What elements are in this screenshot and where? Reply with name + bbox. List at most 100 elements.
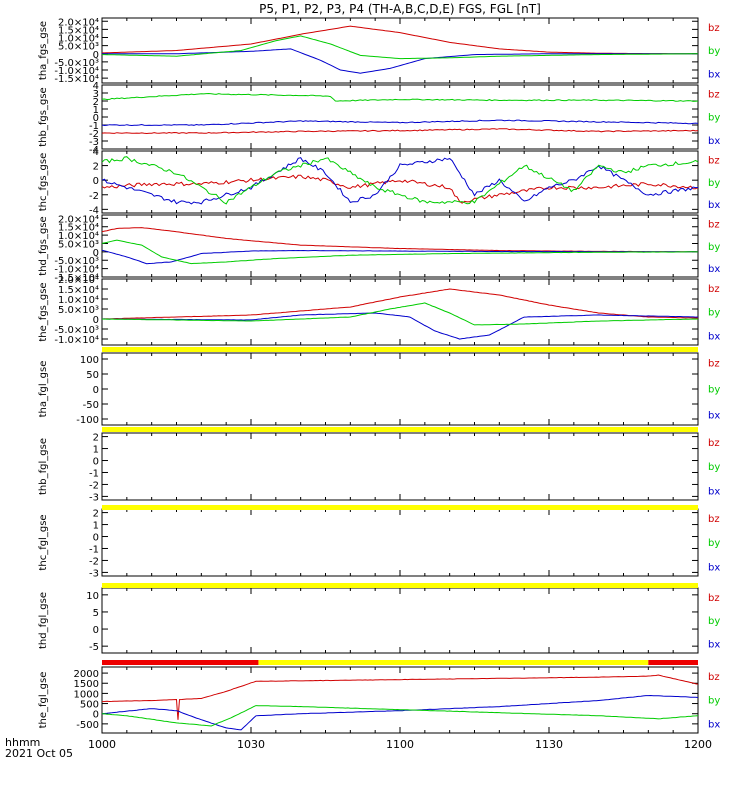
time-axis: 1000 1030 1100 1130 1200 (88, 738, 712, 751)
y-tick-label: 1 (93, 445, 99, 456)
y-tick-label: 2.0×10⁴ (58, 17, 99, 28)
y-tick-label: 4 (93, 81, 99, 92)
y-tick-label: 0 (93, 710, 99, 721)
y-tick-label: -5.0×10³ (54, 325, 99, 336)
y-tick-label: 0 (93, 50, 99, 61)
y-tick-label: -500 (76, 720, 99, 731)
series-bx-line (101, 119, 699, 127)
series-bz-line (101, 674, 699, 720)
legend-bx: bx (708, 200, 720, 211)
y-tick-label: 0 (93, 248, 99, 259)
time-tick-label: 1030 (237, 738, 265, 751)
y-tick-label: -5 (89, 642, 99, 653)
status-segment-yellow (258, 660, 649, 665)
series-by-line (101, 92, 699, 102)
y-axis-label: thd_fgl_gse (38, 592, 49, 649)
status-segment-red (102, 660, 259, 665)
y-tick-label: 2000 (74, 669, 99, 680)
y-axis-label: thc_fgs_gse (38, 153, 49, 212)
y-tick-label: 4 (93, 147, 99, 158)
y-tick-label: -1 (89, 121, 99, 132)
y-tick-label: 1.0×10⁴ (58, 295, 99, 306)
y-tick-label: -100 (76, 415, 99, 426)
y-tick-label: -2 (89, 480, 99, 491)
y-tick-label: 1.5×10⁴ (58, 285, 99, 296)
y-tick-label: 1000 (74, 689, 99, 700)
legend-bz: bz (708, 359, 720, 370)
y-tick-label: 1 (93, 521, 99, 532)
y-tick-label: 2.0×10⁴ (58, 275, 99, 286)
status-segment-yellow (102, 347, 698, 352)
y-tick-label: -1 (89, 544, 99, 555)
y-tick-label: -2 (89, 129, 99, 140)
legend-by: by (708, 385, 720, 396)
series-by-line (101, 239, 698, 265)
status-bar-4 (102, 583, 698, 588)
legend-by: by (708, 462, 720, 473)
y-tick-label: 0 (93, 113, 99, 124)
panels-group: 2.0×10⁴1.5×10⁴1.0×10⁴5.0×10³0-5.0×10³-1.… (38, 17, 720, 734)
legend-bx: bx (708, 640, 720, 651)
y-tick-label: 0 (93, 176, 99, 187)
status-segment-yellow (102, 583, 698, 588)
y-tick-label: -50 (83, 400, 99, 411)
y-tick-label: -1.0×10⁴ (54, 335, 99, 346)
panel-4: 2.0×10⁴1.5×10⁴1.0×10⁴5.0×10³0-5.0×10³-1.… (38, 214, 720, 284)
y-tick-label: -2 (89, 191, 99, 202)
y-tick-label: 0 (93, 533, 99, 544)
y-tick-label: -1.0×10⁴ (54, 66, 99, 77)
legend-bz: bz (708, 219, 720, 230)
legend-by: by (708, 46, 720, 57)
y-axis-label: thb_fgl_gse (38, 438, 49, 495)
legend-bz: bz (708, 593, 720, 604)
y-tick-label: 1 (93, 105, 99, 116)
y-tick-label: 100 (80, 355, 99, 366)
y-tick-label: -1.5×10⁴ (54, 74, 99, 85)
series-bx-line (102, 48, 698, 74)
legend-bx: bx (708, 562, 720, 573)
y-tick-label: 5.0×10³ (58, 305, 99, 316)
y-tick-label: 1.0×10⁴ (58, 231, 99, 242)
y-tick-label: 5.0×10³ (58, 239, 99, 250)
legend-bz: bz (708, 23, 720, 34)
series-by-line (102, 35, 698, 60)
series-bx-line (101, 694, 699, 731)
y-tick-label: 2 (93, 97, 99, 108)
legend-bx: bx (708, 136, 720, 147)
y-tick-label: -3 (89, 568, 99, 579)
date-label: 2021 Oct 05 (5, 747, 73, 760)
y-tick-label: 2 (93, 162, 99, 173)
y-tick-label: -1.5×10⁴ (54, 273, 99, 284)
legend-bz: bz (708, 90, 720, 101)
legend-by: by (708, 242, 720, 253)
y-tick-label: 5 (93, 608, 99, 619)
y-axis-label: thb_fgs_gse (38, 87, 49, 146)
y-tick-label: 1.5×10⁴ (58, 223, 99, 234)
series-by-line (101, 302, 699, 326)
legend-bx: bx (708, 719, 720, 730)
y-tick-label: 1500 (74, 679, 99, 690)
y-tick-label: 2 (93, 433, 99, 444)
y-axis-label: the_fgl_gse (38, 672, 49, 729)
y-tick-label: -2 (89, 556, 99, 567)
legend-bz: bz (708, 155, 720, 166)
y-tick-label: 0 (93, 457, 99, 468)
legend-bx: bx (708, 410, 720, 421)
status-segment-yellow (102, 427, 698, 432)
legend-bx: bx (708, 264, 720, 275)
y-tick-label: 5.0×10³ (58, 42, 99, 53)
y-axis-label: thc_fgl_gse (38, 514, 49, 570)
y-tick-label: -4 (89, 205, 99, 216)
legend-bz: bz (708, 438, 720, 449)
time-tick-label: 1200 (684, 738, 712, 751)
status-bar-1 (102, 347, 698, 352)
series-bz-line (101, 288, 699, 320)
y-tick-label: 2 (93, 509, 99, 520)
legend-by: by (708, 308, 720, 319)
y-axis-label: thd_fgs_gse (38, 216, 49, 275)
time-axis-label: hhmm (5, 736, 40, 749)
legend-bx: bx (708, 486, 720, 497)
panel-7: 210-1-2-3 thb_fgl_gse bz by bx (38, 432, 720, 503)
